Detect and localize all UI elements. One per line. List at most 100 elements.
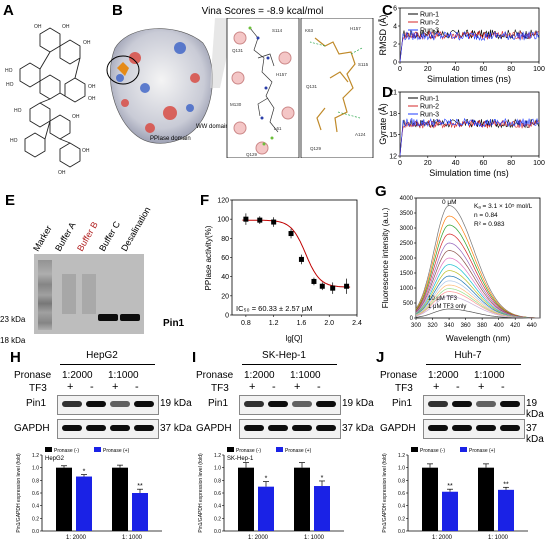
- series-line-run-3: [399, 30, 540, 63]
- expression-bar: [258, 486, 274, 531]
- x-tick-label: 20: [424, 66, 432, 73]
- interaction-diagrams: S114 Q131 H157 M130 L61 Q129 K63 H157 S115 Q131 A…: [210, 18, 374, 158]
- expression-y-tick-label: 0.4: [32, 504, 39, 510]
- tf3-sign-4: -: [135, 381, 139, 393]
- tf3-label: TF3: [29, 383, 47, 394]
- gapdh-band: [62, 425, 82, 431]
- legend-plus-label: Pronase (+): [285, 448, 312, 454]
- y-tick-label: 40: [221, 274, 229, 281]
- expression-y-label: Pin1/GAPDH expression level (fold): [198, 453, 204, 533]
- tf3-structure-drawing: OH OH OH HO HO OH OH HO OH HO OH OH: [5, 24, 96, 174]
- y-tick-label: 1000: [400, 286, 414, 292]
- fluorescence-plot-frame: [415, 197, 541, 319]
- series-line-run-1: [399, 29, 540, 63]
- pin1-band: [500, 401, 520, 407]
- expression-chart-title: SK-Hep-1: [227, 456, 254, 462]
- x-tick-label: 20: [424, 160, 432, 167]
- series-line-run-2: [399, 119, 540, 157]
- panel-label-d: D: [382, 84, 393, 101]
- legend-swatch-minus: [45, 447, 52, 452]
- expression-category-label: 1: 1000: [488, 535, 509, 541]
- chart-expression-i: 0.0 0.2 0.4 0.6 0.8 1.0 1.2 * 1: 2000 * 1: 1000 Pro…: [198, 447, 344, 541]
- expression-category-label: 1: 1000: [122, 535, 143, 541]
- pin1-band: [292, 401, 312, 407]
- expression-bar: [442, 491, 458, 531]
- panel-label-b: B: [112, 2, 123, 19]
- ppiase-data-point: [311, 278, 317, 284]
- pin1-band: [452, 401, 472, 407]
- gyrate-plot-frame: [399, 91, 540, 157]
- tf3-sign-2: -: [272, 381, 276, 393]
- legend-swatch-plus: [460, 447, 467, 452]
- expression-y-tick-label: 1.0: [32, 466, 39, 472]
- svg-text:HO: HO: [6, 82, 14, 88]
- tf3-1um-label: 1 μM TF3 only: [428, 304, 466, 310]
- pin1-blot-strip: [239, 395, 341, 415]
- y-tick-label: 60: [221, 255, 229, 262]
- pin1-band: [316, 401, 336, 407]
- pin1-band: [86, 401, 106, 407]
- blot-cell-line: SK-Hep-1: [262, 350, 306, 361]
- x-tick-label: 340: [444, 323, 455, 329]
- gapdh-kda-label: 37 kDa: [526, 423, 544, 445]
- legend-label: Run-3: [420, 28, 439, 35]
- blot-pin1-label: Pin1: [392, 398, 413, 409]
- gapdh-band: [110, 425, 130, 431]
- expression-y-tick-label: 0.6: [398, 491, 405, 497]
- expression-y-tick-label: 1.2: [32, 453, 39, 459]
- gapdh-band: [86, 425, 106, 431]
- ppiase-y-label: PPIase activity(%): [204, 225, 213, 290]
- legend-minus-label: Pronase (-): [420, 448, 445, 454]
- svg-text:OH: OH: [34, 24, 42, 30]
- legend-plus-label: Pronase (+): [103, 448, 130, 454]
- svg-text:A124: A124: [355, 132, 366, 137]
- gapdh-band: [292, 425, 312, 431]
- expression-y-tick-label: 1.0: [398, 466, 405, 472]
- y-tick-label: 6: [393, 6, 397, 13]
- panel-label-e: E: [5, 192, 16, 209]
- legend-label: Run-1: [420, 96, 439, 103]
- tf3-sign-4: -: [317, 381, 321, 393]
- panel-label-c: C: [382, 2, 393, 19]
- fluorescence-curve: [415, 215, 541, 319]
- protein-surface-image: [106, 28, 213, 144]
- x-tick-label: 60: [480, 160, 488, 167]
- ppiase-data-point: [288, 231, 294, 237]
- expression-y-tick-label: 0.0: [398, 529, 405, 535]
- panel-label-a: A: [3, 2, 14, 19]
- chart-expression-h: 0.0 0.2 0.4 0.6 0.8 1.0 1.2 * 1: 2000 ** 1: 1000 Pr…: [16, 447, 162, 541]
- y-tick-label: 500: [403, 301, 414, 307]
- svg-text:Q129: Q129: [246, 152, 258, 157]
- ppiase-data-point: [344, 283, 350, 289]
- kd-label: Kₐ = 3.1 × 10⁵ mol/L: [474, 203, 533, 210]
- legend-label: Run-1: [420, 12, 439, 19]
- svg-text:M130: M130: [230, 102, 242, 107]
- svg-text:S115: S115: [358, 62, 369, 67]
- ratio-label-1: 1:2000: [62, 370, 93, 381]
- expression-y-label: Pin1/GAPDH expression level (fold): [382, 453, 388, 533]
- svg-text:H157: H157: [350, 26, 361, 31]
- legend-swatch-minus: [411, 447, 418, 452]
- expression-y-label: Pin1/GAPDH expression level (fold): [16, 453, 22, 533]
- ratio-label-1: 1:2000: [428, 370, 459, 381]
- svg-text:Q131: Q131: [306, 84, 318, 89]
- gapdh-blot-strip: [57, 419, 159, 439]
- tf3-10um-label: 10 μM TF3: [428, 296, 458, 302]
- legend-label: Run-3: [420, 112, 439, 119]
- expression-bar: [294, 467, 310, 531]
- mw-marker-23: 23 kDa: [0, 315, 26, 324]
- svg-text:OH: OH: [82, 148, 90, 154]
- ppiase-data-point: [319, 283, 325, 289]
- tf3-sign-4: -: [501, 381, 505, 393]
- x-tick-label: 100: [533, 66, 545, 73]
- legend-label: Run-2: [420, 20, 439, 27]
- expression-y-tick-label: 0.6: [214, 491, 221, 497]
- y-tick-label: 0: [410, 316, 414, 322]
- pin1-kda-label: 19 kDa: [342, 398, 374, 409]
- svg-text:OH: OH: [88, 96, 96, 102]
- x-tick-label: 300: [411, 323, 422, 329]
- y-tick-label: 2: [393, 42, 397, 49]
- ratio-label-2: 1:1000: [474, 370, 505, 381]
- panel-label-j: J: [376, 349, 385, 366]
